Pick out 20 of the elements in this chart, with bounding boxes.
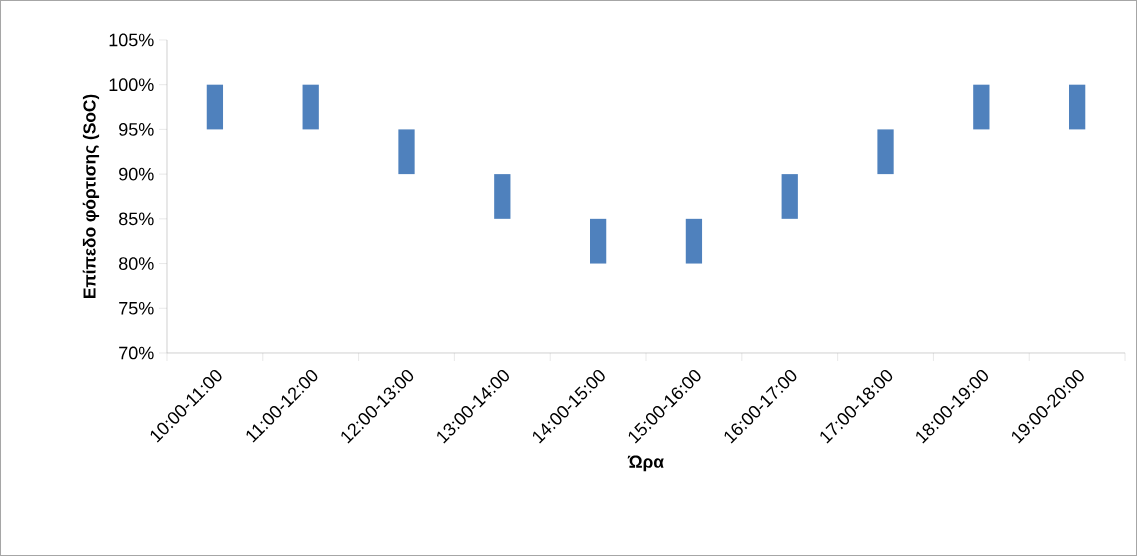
bar — [973, 84, 990, 130]
y-tick-label: 95% — [119, 123, 154, 136]
y-tick-label: 105% — [109, 33, 154, 47]
bar — [398, 129, 415, 175]
bar — [685, 218, 703, 264]
y-tick-label: 100% — [109, 78, 154, 92]
y-tick-label: 85% — [119, 212, 154, 226]
y-axis-title: Επίπεδο φόρτισης (SoC) — [82, 94, 100, 299]
bar — [1069, 84, 1086, 130]
y-tick-label: 90% — [119, 167, 154, 181]
bar — [494, 174, 511, 219]
bar — [206, 84, 224, 130]
y-tick-label: 75% — [119, 301, 154, 315]
y-tick-label: 70% — [119, 346, 154, 360]
x-axis-title: Ώρα — [627, 455, 664, 472]
bar — [781, 174, 798, 219]
y-tick-label: 80% — [119, 257, 154, 270]
bar — [589, 218, 607, 264]
bar — [302, 84, 319, 130]
bar — [877, 129, 894, 175]
